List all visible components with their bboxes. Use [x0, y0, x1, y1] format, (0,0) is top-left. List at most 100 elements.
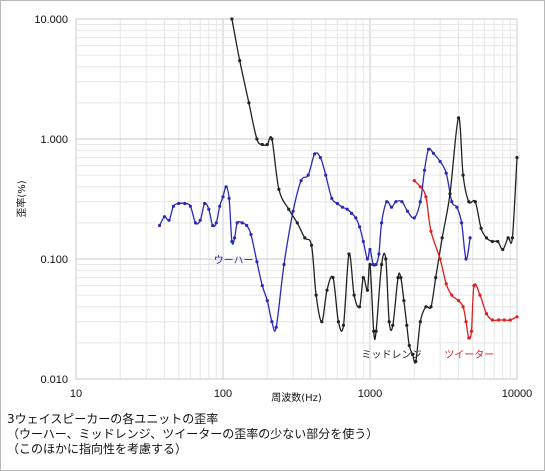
- grid: [75, 18, 518, 380]
- data-point: [270, 320, 274, 324]
- data-point: [506, 236, 510, 240]
- data-point: [515, 315, 519, 319]
- data-point: [157, 223, 162, 228]
- data-point: [247, 101, 251, 105]
- y-tick-label: 0.100: [40, 254, 68, 266]
- data-point: [313, 152, 317, 156]
- y-tick-label: 10.000: [34, 14, 68, 26]
- data-point: [402, 299, 406, 303]
- data-point: [167, 218, 171, 222]
- data-point: [221, 195, 225, 199]
- series-layer: [157, 17, 519, 364]
- x-axis-label: 周波数(Hz): [271, 391, 322, 404]
- data-point: [461, 173, 465, 177]
- data-point: [467, 200, 471, 204]
- data-point: [320, 320, 324, 324]
- data-point: [350, 211, 354, 215]
- data-point: [230, 239, 234, 244]
- data-point: [412, 216, 416, 220]
- data-point: [461, 305, 465, 309]
- data-point: [467, 336, 471, 340]
- data-point: [497, 318, 501, 322]
- y-tick-label: 0.010: [40, 374, 68, 386]
- data-point: [424, 195, 428, 199]
- data-point: [484, 236, 489, 240]
- data-point: [490, 239, 494, 244]
- data-point: [203, 201, 207, 206]
- data-point: [391, 323, 395, 327]
- data-point: [389, 205, 394, 209]
- data-point: [412, 179, 416, 183]
- data-point: [265, 142, 269, 147]
- data-point: [255, 260, 259, 264]
- data-point: [352, 293, 356, 297]
- data-point: [418, 185, 422, 189]
- data-point: [380, 262, 384, 267]
- data-point: [330, 196, 334, 200]
- data-point: [249, 232, 253, 237]
- data-point: [418, 320, 422, 324]
- data-point: [245, 223, 249, 228]
- data-point: [309, 243, 314, 247]
- data-point: [368, 262, 372, 267]
- data-point: [238, 59, 242, 63]
- data-point: [358, 305, 362, 309]
- data-point: [418, 200, 422, 204]
- data-point: [490, 318, 494, 322]
- data-point: [434, 276, 438, 280]
- data-point: [177, 201, 181, 206]
- x-tick-label: 1000: [358, 388, 382, 400]
- data-point: [218, 204, 222, 208]
- x-tick-label: 10: [70, 388, 82, 400]
- caption-line-1: 3ウェイスピーカーの各ユニットの歪率: [7, 412, 219, 426]
- data-point: [400, 200, 404, 204]
- data-point: [385, 200, 389, 204]
- data-point: [464, 320, 468, 324]
- y-axis-label: 歪率(%): [15, 180, 28, 217]
- caption-line-3: （このほかに指向性を考慮する）: [7, 442, 188, 456]
- data-point: [478, 293, 482, 297]
- data-point: [429, 305, 433, 309]
- data-point: [270, 137, 274, 141]
- data-point: [295, 221, 299, 225]
- data-point: [198, 218, 202, 222]
- data-point: [277, 187, 281, 191]
- data-point: [399, 276, 403, 280]
- data-point: [314, 293, 318, 297]
- data-point: [361, 276, 365, 280]
- data-point: [214, 221, 218, 225]
- data-point: [456, 116, 461, 120]
- data-point: [508, 318, 512, 322]
- data-point: [387, 320, 391, 324]
- data-point: [282, 262, 286, 267]
- x-tick-label: 100: [214, 388, 232, 400]
- data-point: [411, 352, 415, 357]
- data-point: [431, 151, 435, 155]
- data-point: [502, 318, 506, 322]
- data-point: [230, 17, 234, 21]
- data-point: [331, 276, 335, 280]
- x-tick-label: 10000: [502, 388, 533, 400]
- data-point: [440, 236, 444, 240]
- data-point: [372, 329, 376, 333]
- data-point: [318, 156, 322, 160]
- data-point: [510, 236, 514, 240]
- data-point: [358, 225, 362, 229]
- data-point: [287, 207, 291, 211]
- data-point: [456, 299, 461, 303]
- data-point: [468, 236, 472, 240]
- data-point: [260, 142, 264, 147]
- data-point: [211, 223, 215, 228]
- data-point: [407, 343, 411, 348]
- data-point: [374, 329, 378, 333]
- data-point: [515, 156, 519, 160]
- data-point: [306, 173, 310, 177]
- data-point: [361, 239, 365, 244]
- data-point: [299, 179, 303, 183]
- data-point: [365, 257, 369, 261]
- data-point: [464, 257, 468, 261]
- data-point: [374, 262, 378, 267]
- data-point: [444, 282, 448, 286]
- data-point: [422, 168, 427, 172]
